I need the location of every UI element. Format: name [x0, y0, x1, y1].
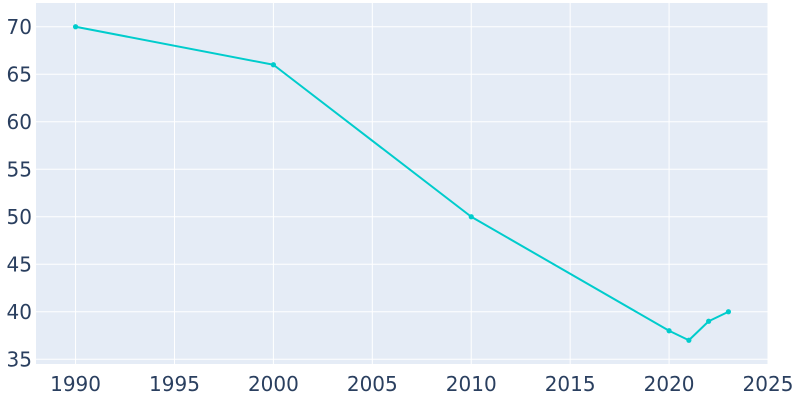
x-tick-label: 2015: [545, 372, 596, 396]
x-tick-label: 2025: [743, 372, 794, 396]
x-tick-label: 2020: [644, 372, 695, 396]
x-axis-tick-labels: 1990 1995 2000 2005 2010 2015 2020 2025: [50, 372, 793, 396]
data-point-2023[interactable]: [725, 309, 732, 315]
plot-area: [36, 3, 768, 364]
series-layer: [72, 24, 732, 343]
y-tick-label: 55: [7, 157, 32, 181]
x-tick-label: 2000: [248, 372, 299, 396]
x-tick-label: 1995: [149, 372, 200, 396]
y-tick-label: 35: [7, 347, 32, 371]
y-tick-label: 60: [7, 110, 32, 134]
y-tick-label: 70: [7, 15, 32, 39]
y-grid: [36, 26, 768, 360]
y-tick-label: 50: [7, 205, 32, 229]
x-tick-label: 2005: [347, 372, 398, 396]
y-axis-tick-labels: 35 40 45 50 55 60 65 70: [7, 15, 32, 372]
data-point-2000[interactable]: [270, 62, 277, 68]
data-point-1990[interactable]: [72, 24, 79, 30]
y-tick-label: 45: [7, 252, 32, 276]
y-tick-label: 65: [7, 62, 32, 86]
data-point-2020[interactable]: [666, 328, 672, 334]
data-point-2022[interactable]: [706, 318, 712, 324]
data-point-2021[interactable]: [686, 337, 692, 343]
y-tick-label: 40: [7, 300, 32, 324]
x-tick-label: 2010: [446, 372, 497, 396]
x-tick-label: 1990: [50, 372, 101, 396]
data-point-2010[interactable]: [468, 214, 474, 220]
